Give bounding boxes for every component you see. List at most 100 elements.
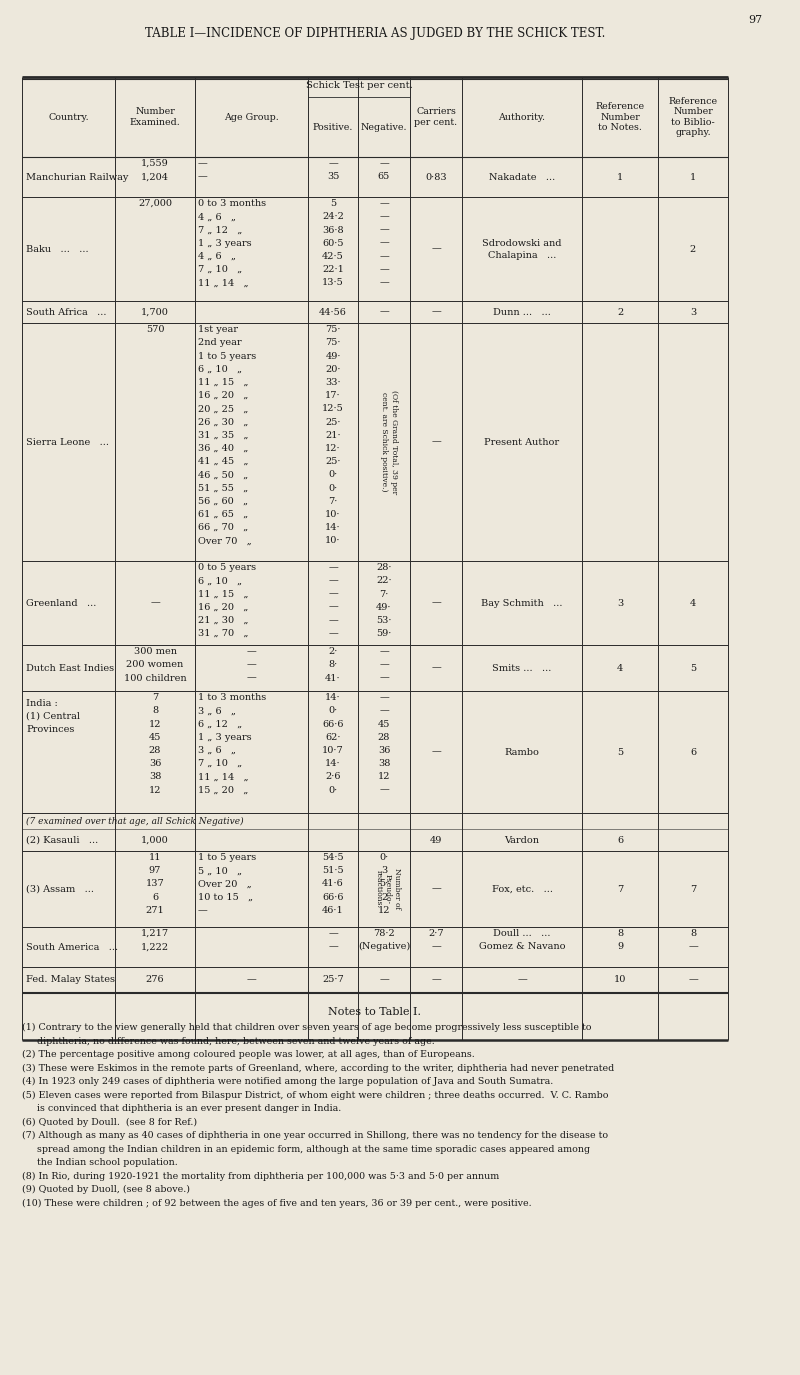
Text: 28: 28: [149, 745, 161, 755]
Text: 4: 4: [690, 598, 696, 608]
Text: 8: 8: [617, 930, 623, 938]
Text: Chalapina   ...: Chalapina ...: [488, 250, 556, 260]
Text: —: —: [379, 226, 389, 235]
Text: —: —: [328, 576, 338, 586]
Text: Nakadate   ...: Nakadate ...: [489, 172, 555, 182]
Text: 2: 2: [617, 308, 623, 316]
Text: 6 „ 10   „: 6 „ 10 „: [198, 576, 242, 586]
Text: —: —: [517, 975, 527, 984]
Text: 3: 3: [381, 866, 387, 876]
Text: 38: 38: [149, 773, 161, 781]
Text: 10·7: 10·7: [322, 745, 344, 755]
Text: 36 „ 40   „: 36 „ 40 „: [198, 444, 248, 452]
Text: Notes to Table I.: Notes to Table I.: [329, 1006, 422, 1018]
Text: —: —: [431, 245, 441, 253]
Text: —: —: [379, 975, 389, 984]
Text: Reference
Number
to Notes.: Reference Number to Notes.: [595, 102, 645, 132]
Text: 1 to 3 months: 1 to 3 months: [198, 693, 266, 703]
Text: 5: 5: [330, 199, 336, 208]
Text: 6: 6: [690, 748, 696, 756]
Text: (5) Eleven cases were reported from Bilaspur District, of whom eight were childr: (5) Eleven cases were reported from Bila…: [22, 1090, 609, 1100]
Text: 200 women: 200 women: [126, 660, 184, 670]
Text: 41·: 41·: [325, 674, 341, 682]
Text: 44·56: 44·56: [319, 308, 347, 316]
Text: Reference
Number
to Biblio-
graphy.: Reference Number to Biblio- graphy.: [669, 96, 718, 138]
Text: TABLE I—INCIDENCE OF DIPHTHERIA AS JUDGED BY THE SCHICK TEST.: TABLE I—INCIDENCE OF DIPHTHERIA AS JUDGE…: [145, 28, 605, 40]
Text: —: —: [431, 664, 441, 672]
Text: —: —: [431, 884, 441, 894]
Text: Smits ...   ...: Smits ... ...: [492, 664, 552, 672]
Text: (Negative): (Negative): [358, 942, 410, 952]
Text: 59·: 59·: [376, 630, 392, 638]
Text: 27,000: 27,000: [138, 199, 172, 208]
Text: 51 „ 55   „: 51 „ 55 „: [198, 484, 248, 492]
Text: 6 „ 10   „: 6 „ 10 „: [198, 364, 242, 374]
Text: 46 „ 50   „: 46 „ 50 „: [198, 470, 248, 480]
Text: 1,204: 1,204: [141, 172, 169, 182]
Text: —: —: [431, 598, 441, 608]
Text: (1) Contrary to the view generally held that children over seven years of age be: (1) Contrary to the view generally held …: [22, 1023, 591, 1033]
Text: —: —: [246, 975, 256, 984]
Text: —: —: [328, 590, 338, 598]
Text: 22·1: 22·1: [322, 265, 344, 274]
Text: 60·5: 60·5: [322, 239, 344, 247]
Text: —: —: [379, 160, 389, 168]
Text: —: —: [379, 278, 389, 287]
Text: Manchurian Railway: Manchurian Railway: [26, 172, 128, 182]
Text: 12: 12: [378, 906, 390, 914]
Text: (9) Quoted by Duoll, (see 8 above.): (9) Quoted by Duoll, (see 8 above.): [22, 1185, 190, 1194]
Text: Over 70   „: Over 70 „: [198, 536, 252, 546]
Text: 17·: 17·: [325, 390, 341, 400]
Text: 11 „ 14   „: 11 „ 14 „: [198, 278, 249, 287]
Text: 97: 97: [149, 866, 161, 876]
Text: 12: 12: [149, 719, 162, 729]
Text: 1 to 5 years: 1 to 5 years: [198, 852, 256, 862]
Text: 1: 1: [690, 172, 696, 182]
Text: Negative.: Negative.: [361, 122, 407, 132]
Text: 14·: 14·: [325, 522, 341, 532]
Text: 5: 5: [617, 748, 623, 756]
Text: South Africa   ...: South Africa ...: [26, 308, 106, 316]
Text: 36: 36: [149, 759, 161, 769]
Text: —: —: [431, 942, 441, 952]
Text: 14·: 14·: [325, 759, 341, 769]
Text: 7 „ 10   „: 7 „ 10 „: [198, 265, 242, 274]
Text: India :: India :: [26, 698, 58, 708]
Text: 28·: 28·: [376, 564, 392, 572]
Text: Over 20   „: Over 20 „: [198, 880, 252, 888]
Text: —: —: [150, 598, 160, 608]
Text: —: —: [328, 930, 338, 938]
Text: Fed. Malay States: Fed. Malay States: [26, 975, 115, 984]
Text: 21 „ 30   „: 21 „ 30 „: [198, 616, 249, 624]
Text: 53·: 53·: [376, 616, 392, 624]
Text: Doull ...   ...: Doull ... ...: [494, 930, 550, 938]
Text: 1,000: 1,000: [141, 836, 169, 844]
Text: (2) Kasauli   ...: (2) Kasauli ...: [26, 836, 98, 844]
Text: —: —: [198, 160, 208, 168]
Text: 62·: 62·: [326, 733, 341, 741]
Text: 4 „ 6   „: 4 „ 6 „: [198, 212, 236, 221]
Text: —: —: [328, 160, 338, 168]
Text: 5 „ 10   „: 5 „ 10 „: [198, 866, 242, 876]
Text: 66·6: 66·6: [322, 719, 344, 729]
Text: Gomez & Navano: Gomez & Navano: [478, 942, 566, 952]
Text: 1,700: 1,700: [141, 308, 169, 316]
Text: 7 „ 10   „: 7 „ 10 „: [198, 759, 242, 769]
Text: —: —: [379, 265, 389, 274]
Text: South America   ...: South America ...: [26, 942, 118, 952]
Text: spread among the Indian children in an epidemic form, although at the same time : spread among the Indian children in an e…: [22, 1144, 590, 1154]
Text: Number
Examined.: Number Examined.: [130, 107, 180, 126]
Text: 11: 11: [149, 852, 162, 862]
Text: —: —: [328, 616, 338, 624]
Text: 13·5: 13·5: [322, 278, 344, 287]
Text: 3 „ 6   „: 3 „ 6 „: [198, 707, 236, 715]
Text: 2·7: 2·7: [428, 930, 444, 938]
Text: 2·6: 2·6: [326, 773, 341, 781]
Text: Present Author: Present Author: [485, 437, 559, 447]
Text: —: —: [198, 906, 208, 914]
Text: Sierra Leone   ...: Sierra Leone ...: [26, 437, 109, 447]
Text: Provinces: Provinces: [26, 725, 74, 734]
Text: Age Group.: Age Group.: [224, 113, 279, 121]
Text: 7·: 7·: [328, 496, 338, 506]
Text: 6: 6: [152, 892, 158, 902]
